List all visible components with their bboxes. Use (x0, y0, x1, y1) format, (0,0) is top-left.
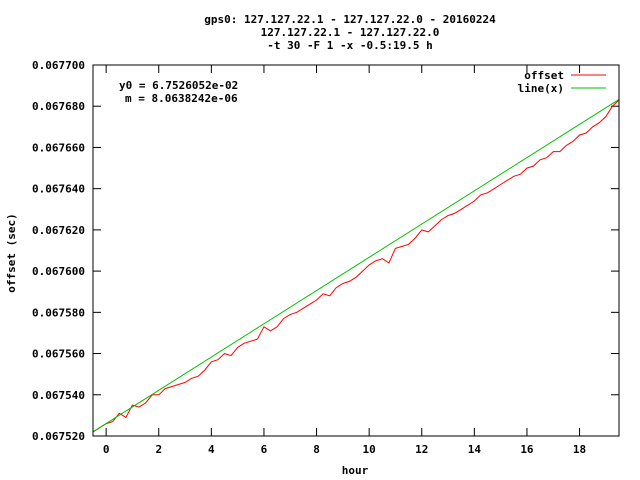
annotation-m: m = 8.0638242e-06 (125, 92, 238, 105)
legend-label-line: line(x) (518, 82, 564, 95)
y-tick-label: 0.067660 (32, 141, 85, 154)
title-line-2: 127.127.22.1 - 127.127.22.0 (261, 26, 440, 39)
y-tick-label: 0.067520 (32, 430, 85, 443)
x-tick-label: 12 (415, 443, 428, 456)
x-tick-label: 8 (313, 443, 320, 456)
plot-area-frame (92, 64, 620, 437)
y-tick-label: 0.067620 (32, 224, 85, 237)
x-tick-label: 10 (363, 443, 376, 456)
y-tick-label: 0.067560 (32, 348, 85, 361)
series-offset-line (92, 99, 620, 433)
x-tick-label: 0 (103, 443, 110, 456)
annotation-y0: y0 = 6.7526052e-02 (119, 79, 238, 92)
x-axis-label: hour (342, 464, 369, 477)
y-axis-label: offset (sec) (5, 213, 18, 292)
x-tick-label: 4 (208, 443, 215, 456)
x-tick-label: 6 (261, 443, 268, 456)
y-tick-label: 0.067640 (32, 183, 85, 196)
chart-title: gps0: 127.127.22.1 - 127.127.22.0 - 2016… (204, 13, 496, 52)
x-tick-label: 2 (155, 443, 162, 456)
x-tick-label: 14 (468, 443, 482, 456)
title-line-3: -t 30 -F 1 -x -0.5:19.5 h (267, 39, 433, 52)
y-tick-label: 0.067600 (32, 265, 85, 278)
series-fit-line (92, 99, 620, 433)
y-tick-label: 0.067540 (32, 389, 85, 402)
fit-annotation: y0 = 6.7526052e-02 m = 8.0638242e-06 (119, 79, 238, 105)
y-tick-label: 0.067700 (32, 59, 85, 72)
y-tick-label: 0.067680 (32, 100, 85, 113)
x-tick-label: 16 (520, 443, 534, 456)
x-tick-label: 18 (573, 443, 586, 456)
x-axis-ticks: 0 2 4 6 8 10 12 14 16 18 (103, 65, 586, 456)
y-tick-label: 0.067580 (32, 306, 85, 319)
legend: offset line(x) (518, 69, 606, 95)
title-line-1: gps0: 127.127.22.1 - 127.127.22.0 - 2016… (204, 13, 496, 26)
y-axis-ticks: 0.067520 0.067540 0.067560 0.067580 0.067600… (32, 59, 619, 443)
legend-label-offset: offset (524, 69, 564, 82)
